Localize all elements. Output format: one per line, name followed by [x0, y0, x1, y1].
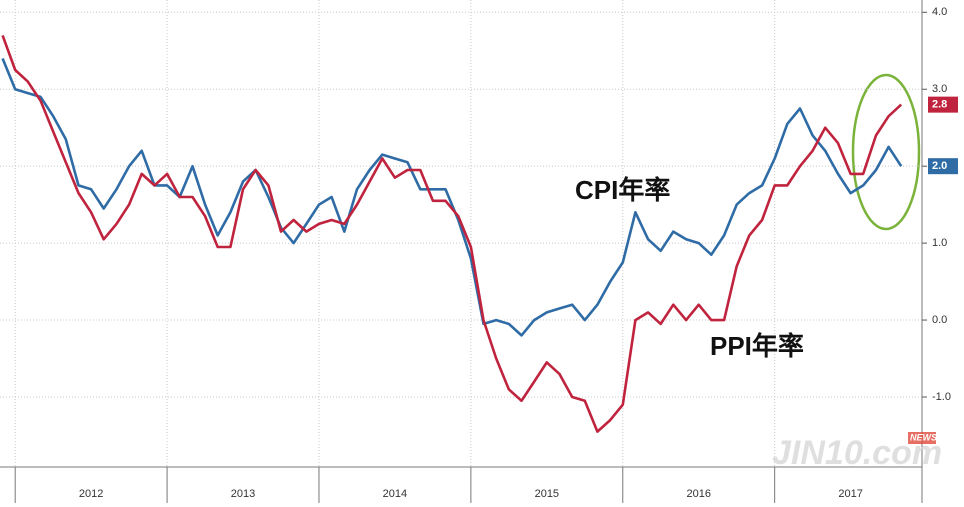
x-tick-label: 2016	[686, 488, 710, 500]
highlight-ellipse	[851, 73, 921, 231]
y-tick-label: 4.0	[932, 6, 947, 18]
y-tick-label: 3.0	[932, 83, 947, 95]
series-annotation: PPI年率	[710, 331, 804, 361]
x-tick-label: 2015	[535, 488, 559, 500]
y-tick-label: -1.0	[932, 391, 951, 403]
watermark-badge-bg	[908, 432, 936, 444]
end-badge	[928, 96, 958, 113]
watermark-badge: NEWS	[910, 432, 937, 442]
y-tick-label: 1.0	[932, 237, 947, 249]
series-line	[1, 34, 903, 433]
y-tick-label: 0.0	[932, 314, 947, 326]
x-tick-label: 2012	[79, 488, 103, 500]
end-label: 2.0	[932, 160, 947, 172]
series-annotation: CPI年率	[575, 175, 670, 205]
series-line	[1, 58, 903, 337]
x-tick-label: 2014	[383, 488, 407, 500]
end-label: 2.8	[932, 99, 947, 111]
x-tick-label: 2013	[231, 488, 255, 500]
x-tick-label: 2017	[838, 488, 862, 500]
end-badge	[928, 158, 958, 175]
